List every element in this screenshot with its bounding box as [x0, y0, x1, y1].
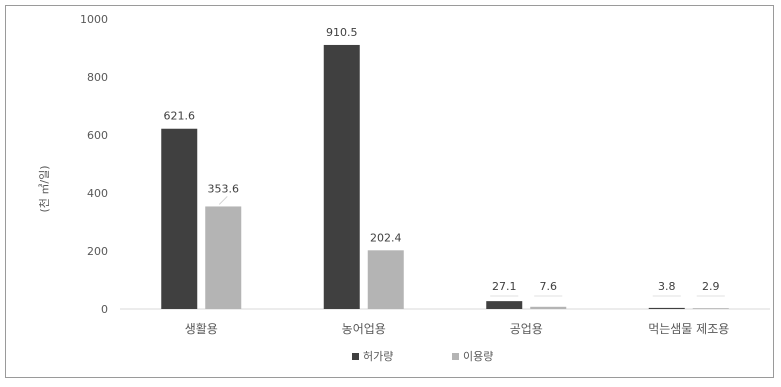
- legend-label: 허가량: [363, 350, 393, 363]
- leader-lines: [218, 196, 725, 297]
- legend: 허가량 이용량: [352, 350, 493, 363]
- legend-label: 이용량: [463, 350, 493, 363]
- y-axis-ticks: 0 200 400 600 800 1000: [80, 13, 108, 316]
- bar-permitted: [486, 301, 523, 309]
- bars: [161, 44, 729, 310]
- chart-frame: [5, 5, 774, 378]
- y-tick-label: 800: [87, 71, 108, 84]
- y-tick-label: 1000: [80, 13, 108, 26]
- data-label: 202.4: [370, 231, 402, 244]
- legend-swatch: [452, 353, 459, 360]
- category-label: 농어업용: [342, 322, 386, 336]
- bar-used: [367, 250, 404, 309]
- category-label: 생활용: [185, 322, 218, 336]
- data-label: 3.8: [658, 280, 676, 293]
- bar-permitted: [323, 44, 360, 310]
- bar-permitted: [161, 128, 198, 309]
- bar-used: [205, 206, 242, 309]
- leader-line: [218, 196, 228, 205]
- y-tick-label: 400: [87, 187, 108, 200]
- data-label: 2.9: [702, 280, 720, 293]
- data-label: 7.6: [540, 280, 558, 293]
- y-tick-label: 0: [101, 303, 108, 316]
- category-label: 먹는샘물 제조용: [648, 322, 729, 336]
- y-tick-label: 200: [87, 245, 108, 258]
- data-label: 910.5: [326, 26, 358, 39]
- data-label: 621.6: [164, 110, 196, 123]
- data-label: 353.6: [208, 182, 240, 195]
- data-label: 27.1: [492, 280, 517, 293]
- bar-used: [692, 308, 729, 309]
- legend-swatch: [352, 353, 359, 360]
- bar-permitted: [648, 307, 685, 309]
- category-labels: 생활용 농어업용 공업용 먹는샘물 제조용: [185, 322, 730, 336]
- data-labels: 621.6 353.6 910.5 202.4 27.1 7.6 3.8 2.9: [164, 26, 720, 293]
- y-tick-label: 600: [87, 129, 108, 142]
- y-axis-label: (천 ㎥/일): [37, 165, 51, 212]
- category-label: 공업용: [510, 322, 543, 336]
- bar-used: [530, 306, 567, 309]
